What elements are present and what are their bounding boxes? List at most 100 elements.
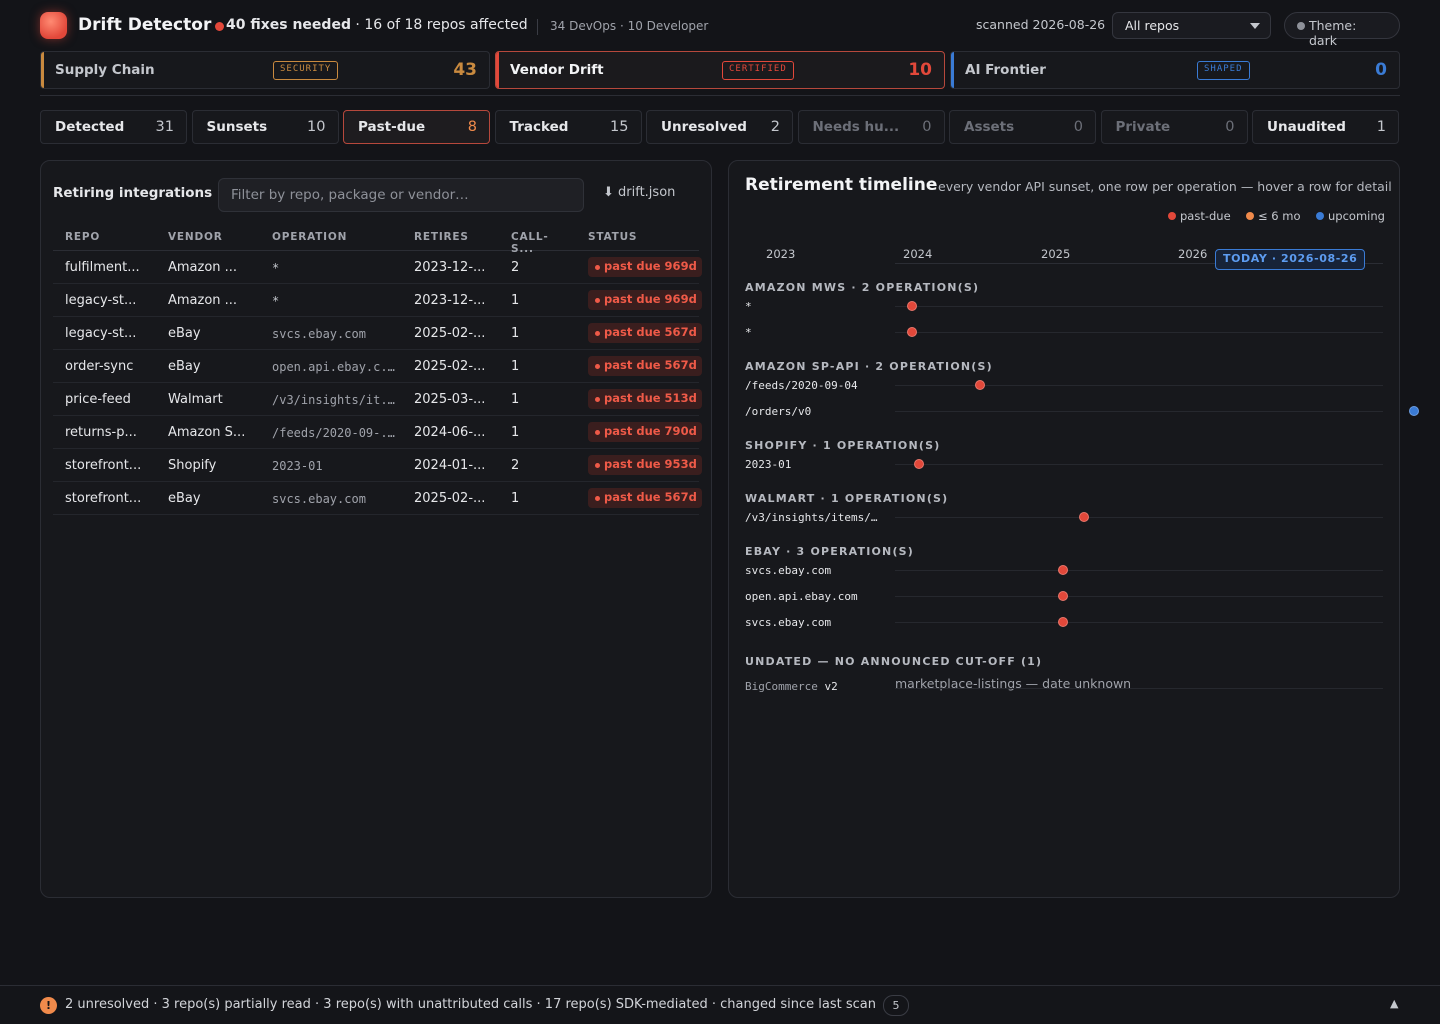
theme-toggle[interactable]: Theme: dark [1284, 12, 1400, 48]
legend-label: past-due [1180, 209, 1231, 223]
tab-tracked[interactable]: Tracked 15 [494, 110, 642, 144]
tab-needs-hu[interactable]: Needs hu... 0 [797, 110, 945, 144]
col-repo[interactable]: REPO [65, 231, 101, 243]
timeline-panel: Retirement timeline every vendor API sun… [728, 160, 1419, 898]
cell-call-sites: 1 [511, 326, 520, 341]
cell-operation: /feeds/2020-09-... [272, 426, 396, 440]
timeline-op-track [895, 464, 1383, 465]
timeline-op-label[interactable]: /v3/insights/items/… [745, 511, 878, 524]
tab-detected[interactable]: Detected 31 [40, 110, 187, 144]
category-vendor-drift[interactable]: Vendor Drift CERTIFIED 10 [495, 51, 945, 89]
table-row[interactable]: storefront... Shopify 2023-01 2024-01-... 2 p… [53, 449, 702, 482]
tab-unaudited[interactable]: Unaudited 1 [1252, 110, 1399, 144]
timeline-op-marker[interactable] [1408, 406, 1419, 416]
legend-past-due: past-due [1168, 209, 1231, 223]
timeline-op-marker[interactable] [1078, 512, 1089, 522]
tab-label: Needs hu... [812, 119, 900, 135]
cell-retires: 2025-02-... [414, 491, 486, 506]
cell-operation: svcs.ebay.com [272, 327, 366, 341]
category-accent-bar [496, 52, 499, 88]
cell-call-sites: 1 [511, 425, 520, 440]
timeline-op-marker[interactable] [1057, 591, 1068, 601]
tab-label: Assets [964, 119, 1015, 135]
scan-date: scanned 2026-08-26 [976, 17, 1106, 32]
tab-count: 1 [1376, 119, 1386, 135]
timeline-op-marker[interactable] [1057, 617, 1068, 627]
status-footer[interactable]: ! 2 unresolved · 3 repo(s) partially rea… [0, 985, 1440, 1024]
timeline-op-track [895, 570, 1383, 571]
col-retires[interactable]: RETIRES [414, 231, 469, 243]
alert-dot-icon [215, 22, 224, 31]
timeline-op-marker[interactable] [913, 459, 924, 469]
timeline-axis [895, 263, 1383, 264]
cell-operation: * [272, 261, 280, 275]
timeline-op-label[interactable]: /orders/v0 [745, 405, 812, 418]
tab-count: 8 [467, 119, 477, 135]
category-ai-frontier[interactable]: AI Frontier SHAPED 0 [950, 51, 1400, 89]
category-name: Vendor Drift [510, 62, 604, 78]
timeline-group-title: AMAZON MWS · 2 OPERATION(S) [745, 281, 980, 294]
repo-select[interactable]: All repos [1112, 12, 1271, 39]
undated-vendor: BigCommerce [745, 680, 818, 693]
timeline-op-label[interactable]: /feeds/2020-09-04 [745, 379, 858, 392]
tab-count: 0 [1073, 119, 1083, 135]
timeline-op-label[interactable]: * [745, 326, 752, 339]
timeline-op-track [895, 622, 1383, 623]
category-count: 0 [1375, 60, 1387, 80]
tab-unresolved[interactable]: Unresolved 2 [646, 110, 793, 144]
cell-vendor: Shopify [168, 458, 217, 473]
col-vendor[interactable]: VENDOR [168, 231, 223, 243]
cell-operation: open.api.ebay.c... [272, 360, 396, 374]
timeline-op-label[interactable]: open.api.ebay.com [745, 590, 858, 603]
filter-input[interactable] [218, 178, 584, 212]
table-row[interactable]: storefront... eBay svcs.ebay.com 2025-02-..… [53, 482, 702, 515]
cell-repo: legacy-st... [65, 293, 137, 308]
timeline-op-marker[interactable] [975, 380, 986, 390]
download-json-button[interactable]: ⬇ drift.json [603, 185, 676, 200]
status-badge: past due 790d [588, 422, 702, 442]
table-row[interactable]: fulfilment... Amazon ... * 2023-12-... 2 past… [53, 251, 702, 284]
legend-label: ≤ 6 mo [1258, 209, 1301, 223]
timeline-op-label[interactable]: * [745, 300, 752, 313]
cell-repo: storefront... [65, 458, 142, 473]
table-row[interactable]: legacy-st... eBay svcs.ebay.com 2025-02-...… [53, 317, 702, 350]
tab-count: 2 [770, 119, 780, 135]
timeline-op-marker[interactable] [906, 301, 917, 311]
table-row[interactable]: price-feed Walmart/v3/insights/it... 2025-… [53, 383, 702, 416]
timeline-op-label[interactable]: svcs.ebay.com [745, 616, 832, 629]
changed-count-badge: 5 [883, 995, 909, 1016]
table-row[interactable]: returns-p... Amazon S... /feeds/2020-09-..… [53, 416, 702, 449]
cell-operation: svcs.ebay.com [272, 492, 366, 506]
tab-label: Detected [55, 119, 125, 135]
cell-retires: 2023-12-... [414, 260, 486, 275]
tab-count: 0 [922, 119, 932, 135]
cell-retires: 2023-12-... [414, 293, 486, 308]
timeline-op-label[interactable]: 2023-01 [745, 458, 792, 471]
col-status[interactable]: STATUS [588, 231, 638, 243]
tab-label: Private [1115, 119, 1171, 135]
col-call-sites[interactable]: CALL-S... [511, 231, 549, 255]
tab-label: Unresolved [661, 119, 747, 135]
today-marker: TODAY · 2026-08-26 [1215, 249, 1366, 270]
timeline-op-label[interactable]: svcs.ebay.com [745, 564, 832, 577]
status-badge: past due 567d [588, 323, 702, 343]
table-row[interactable]: order-sync eBay open.api.ebay.c... 2025-02-… [53, 350, 702, 383]
col-operation[interactable]: OPERATION [272, 231, 348, 243]
header-divider [537, 19, 538, 35]
tab-count: 0 [1225, 119, 1235, 135]
tab-past-due[interactable]: Past-due 8 [343, 110, 490, 144]
warning-icon: ! [40, 997, 57, 1014]
tab-assets[interactable]: Assets 0 [949, 110, 1096, 144]
undated-op[interactable]: BigCommerce v2 [745, 680, 838, 693]
tab-private[interactable]: Private 0 [1100, 110, 1248, 144]
table-row[interactable]: legacy-st... Amazon ... * 2023-12-... 1 past … [53, 284, 702, 317]
category-supply-chain[interactable]: Supply Chain SECURITY 43 [40, 51, 490, 89]
tab-sunsets[interactable]: Sunsets 10 [191, 110, 339, 144]
timeline-op-marker[interactable] [1057, 565, 1068, 575]
integrations-title: Retiring integrations [53, 185, 213, 201]
fixes-needed: 40 fixes needed [226, 17, 351, 33]
timeline-op-marker[interactable] [906, 327, 917, 337]
footer-summary: 2 unresolved · 3 repo(s) partially read … [65, 997, 876, 1012]
expand-footer-button[interactable]: ▲ [1390, 997, 1399, 1010]
table-header: REPO VENDOR OPERATION RETIRES CALL-S... … [53, 225, 699, 255]
